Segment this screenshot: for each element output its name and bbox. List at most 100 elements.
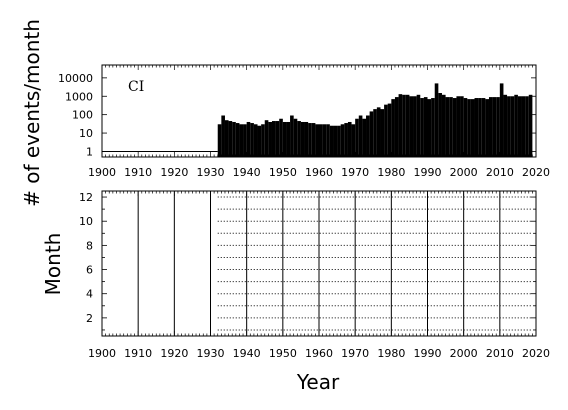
y-tick-label: 10000 (58, 72, 93, 85)
event-count-bar (243, 124, 247, 157)
x-tick-label: 1910 (124, 347, 152, 360)
event-count-bar (366, 115, 370, 157)
y-tick-label: 2 (86, 312, 93, 325)
event-count-bar (297, 121, 301, 157)
event-count-bar (420, 98, 424, 157)
x-tick-label: 2010 (486, 347, 514, 360)
x-tick-label: 1960 (305, 347, 333, 360)
event-count-bar (485, 99, 489, 157)
y-tick-label: 6 (86, 264, 93, 277)
x-tick-label: 1970 (341, 166, 369, 179)
event-count-bar (503, 94, 508, 157)
event-count-bar (488, 97, 493, 157)
event-count-bar (300, 121, 305, 157)
x-tick-label: 2000 (450, 166, 478, 179)
event-count-bar (250, 123, 254, 157)
x-tick-label: 1990 (414, 347, 442, 360)
bottom-y-ticks: 2 4 6 8 10 12 (79, 191, 536, 331)
event-count-bar (438, 93, 442, 157)
event-count-bar (257, 125, 262, 157)
event-count-bar (463, 98, 468, 157)
event-count-bar (347, 121, 352, 157)
event-count-bar (409, 96, 414, 157)
x-axis-title: Year (296, 370, 340, 394)
event-count-bars (102, 83, 533, 157)
event-count-bar (470, 99, 475, 157)
x-tick-label: 2020 (522, 347, 550, 360)
event-count-bar (311, 123, 316, 157)
x-tick-label: 1920 (160, 166, 188, 179)
event-count-bar (496, 97, 500, 157)
event-count-bar (362, 118, 367, 157)
x-tick-label: 1940 (233, 166, 261, 179)
panel-label: CI (128, 79, 144, 95)
event-count-bar (246, 121, 251, 157)
y-tick-label: 4 (86, 288, 93, 301)
event-count-bar (268, 121, 272, 157)
month-coverage-panel: 1900 1910 1920 1930 1940 1950 1960 1970 1980 1990… (79, 190, 550, 360)
event-count-bar (460, 96, 464, 157)
event-count-bar (358, 115, 363, 157)
event-count-bar (507, 96, 511, 157)
x-tick-label: 1930 (197, 347, 225, 360)
event-count-bar (449, 97, 453, 157)
event-count-bar (510, 96, 515, 157)
event-count-bar (478, 98, 482, 157)
y-tick-label: 10 (79, 215, 93, 228)
event-count-bar (319, 124, 323, 157)
event-count-bar (275, 121, 280, 157)
event-count-bar (333, 125, 338, 157)
event-count-bar (224, 120, 229, 157)
y-tick-label: 100 (72, 109, 93, 122)
event-count-bar (221, 115, 225, 157)
event-count-bar (434, 83, 439, 157)
event-count-bar (521, 96, 526, 157)
event-count-bar (431, 98, 435, 157)
x-tick-label: 1980 (377, 347, 405, 360)
event-count-bar (373, 109, 377, 157)
event-count-bar (423, 97, 428, 157)
bottom-y-axis-title: Month (41, 233, 65, 296)
decade-lines (137, 191, 501, 336)
event-count-bar (369, 111, 374, 157)
event-count-bar (340, 124, 345, 157)
event-count-bar (282, 121, 287, 157)
bottom-x-ticks: 1900 1910 1920 1930 1940 1950 1960 1970 1980 1990… (88, 191, 550, 360)
event-count-bar (290, 115, 294, 157)
event-count-bar (474, 98, 479, 157)
event-count-bar (394, 97, 399, 157)
y-tick-label: 8 (86, 239, 93, 252)
event-count-bar (499, 83, 504, 157)
x-tick-label: 1970 (341, 347, 369, 360)
event-count-bar (271, 121, 276, 157)
event-count-bar (398, 94, 403, 157)
event-count-bar (517, 96, 522, 157)
event-count-bar (322, 124, 327, 157)
event-count-bar (344, 123, 348, 157)
event-count-bar (315, 124, 319, 157)
event-count-bar (405, 94, 410, 157)
y-tick-label: 10 (79, 127, 93, 140)
event-count-bar (452, 98, 457, 157)
x-tick-label: 1940 (233, 347, 261, 360)
y-tick-label: 1 (86, 145, 93, 158)
event-count-bar (380, 109, 385, 157)
x-tick-label: 2010 (486, 166, 514, 179)
event-count-bar (235, 123, 240, 157)
event-count-bar (355, 118, 359, 157)
event-count-bar (391, 99, 395, 157)
event-count-bar (413, 96, 417, 157)
event-count-bar (514, 94, 518, 157)
event-count-bar (217, 124, 222, 157)
event-count-bar (293, 118, 298, 157)
event-count-bar (286, 121, 291, 157)
event-count-bar (416, 94, 421, 157)
event-count-bar (492, 97, 497, 157)
event-count-bar (445, 97, 450, 157)
event-count-bar (387, 103, 392, 157)
top-y-axis-title: # of events/month (20, 19, 44, 207)
event-count-bar (427, 99, 432, 157)
events-per-month-panel: 1900 1910 1920 1930 1940 1950 1960 1970 1980 1990… (58, 64, 550, 179)
event-count-bar (376, 107, 381, 157)
event-count-bar (467, 99, 471, 157)
